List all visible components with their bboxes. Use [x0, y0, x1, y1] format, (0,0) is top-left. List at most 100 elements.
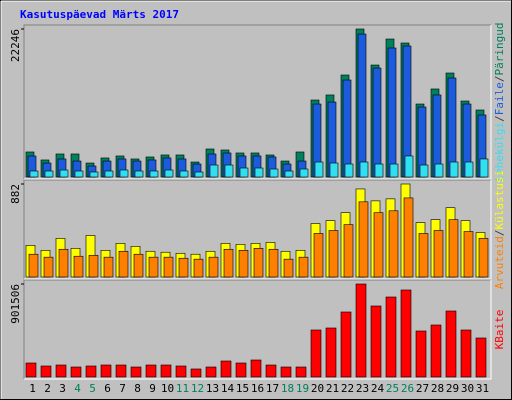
bar	[178, 257, 189, 278]
bar	[205, 366, 217, 378]
x-tick-label: 19	[296, 382, 309, 395]
bar	[253, 248, 264, 278]
bar	[400, 289, 412, 378]
legend: Arvuteid/Külastusi	[493, 170, 506, 289]
bar	[370, 305, 382, 378]
bar	[239, 167, 249, 178]
legend-separator: /	[493, 115, 506, 122]
bar	[343, 224, 354, 278]
bar	[449, 161, 459, 178]
bar	[478, 238, 489, 278]
x-tick-label: 6	[104, 382, 111, 395]
bar	[148, 256, 159, 278]
bar	[445, 310, 457, 378]
bar	[73, 255, 84, 278]
x-tick-label: 3	[59, 382, 66, 395]
x-tick-label: 20	[311, 382, 324, 395]
bar	[265, 364, 277, 378]
bar	[359, 161, 369, 178]
bar	[194, 171, 204, 178]
bar	[479, 158, 489, 178]
bar	[328, 230, 339, 278]
chart-title: Kasutuspäevad Märts 2017	[20, 8, 179, 21]
bar	[163, 256, 174, 278]
x-tick-label: 30	[461, 382, 474, 395]
bevel	[23, 279, 491, 379]
bar	[299, 168, 309, 178]
bar	[340, 311, 352, 378]
legend-separator: /	[493, 76, 506, 83]
bar	[130, 366, 142, 378]
x-tick-label: 1	[29, 382, 36, 395]
bar	[55, 364, 67, 378]
x-tick-label: 4	[74, 382, 81, 395]
bar	[298, 256, 309, 278]
bar	[283, 258, 294, 278]
legend: Lehekülgi/Faile/Päringud	[493, 23, 506, 182]
bar	[209, 164, 219, 178]
bar	[40, 365, 52, 378]
bar	[430, 324, 442, 378]
x-tick-label: 12	[191, 382, 204, 395]
bar	[284, 170, 294, 178]
bar	[374, 163, 384, 178]
y-tick-label: 882	[9, 184, 22, 204]
bar	[388, 210, 399, 278]
x-tick-label: 2	[44, 382, 51, 395]
bar	[464, 161, 474, 178]
bar	[460, 329, 472, 378]
bar	[104, 170, 114, 178]
x-tick-label: 14	[221, 382, 235, 395]
bar	[235, 362, 247, 378]
bar	[208, 256, 219, 278]
bar	[134, 170, 144, 178]
x-tick-label: 29	[446, 382, 459, 395]
bar	[329, 162, 339, 178]
bar	[355, 283, 367, 378]
bar	[342, 79, 352, 178]
bar	[295, 366, 307, 378]
bar	[448, 219, 459, 278]
bar	[434, 163, 444, 178]
bevel	[24, 180, 492, 280]
x-tick-label: 15	[236, 382, 249, 395]
bar	[44, 170, 54, 178]
y-tick-label: 901506	[9, 284, 22, 324]
x-tick-label: 21	[326, 382, 339, 395]
bar	[74, 170, 84, 178]
legend-entry: Arvuteid	[493, 236, 506, 289]
legend-entry: Lehekülgi	[493, 122, 506, 182]
x-tick-label: 5	[89, 382, 96, 395]
bar	[250, 359, 262, 378]
bar	[310, 329, 322, 378]
bar	[59, 169, 69, 178]
x-tick-label: 18	[281, 382, 294, 395]
bar	[145, 364, 157, 378]
x-tick-label: 23	[356, 382, 369, 395]
bar	[463, 231, 474, 278]
x-tick-label: 13	[206, 382, 219, 395]
bevel	[24, 280, 492, 380]
bar	[358, 201, 369, 278]
x-tick-label: 11	[176, 382, 189, 395]
x-tick-label: 8	[134, 382, 141, 395]
bar	[43, 256, 54, 278]
legend: KBaite	[493, 310, 506, 350]
bar	[385, 296, 397, 378]
x-tick-label: 22	[341, 382, 354, 395]
bar	[149, 170, 159, 178]
x-tick-label: 26	[401, 382, 414, 395]
x-tick-label: 7	[119, 382, 126, 395]
bar	[238, 250, 249, 278]
bar	[433, 230, 444, 278]
bar	[280, 366, 292, 378]
legend-entry: Päringud	[493, 23, 506, 76]
bar	[118, 250, 129, 278]
bar	[175, 365, 187, 378]
bar	[403, 197, 414, 278]
x-tick-label: 10	[161, 382, 174, 395]
bar	[220, 360, 232, 378]
bar	[268, 248, 279, 278]
bar	[269, 168, 279, 178]
